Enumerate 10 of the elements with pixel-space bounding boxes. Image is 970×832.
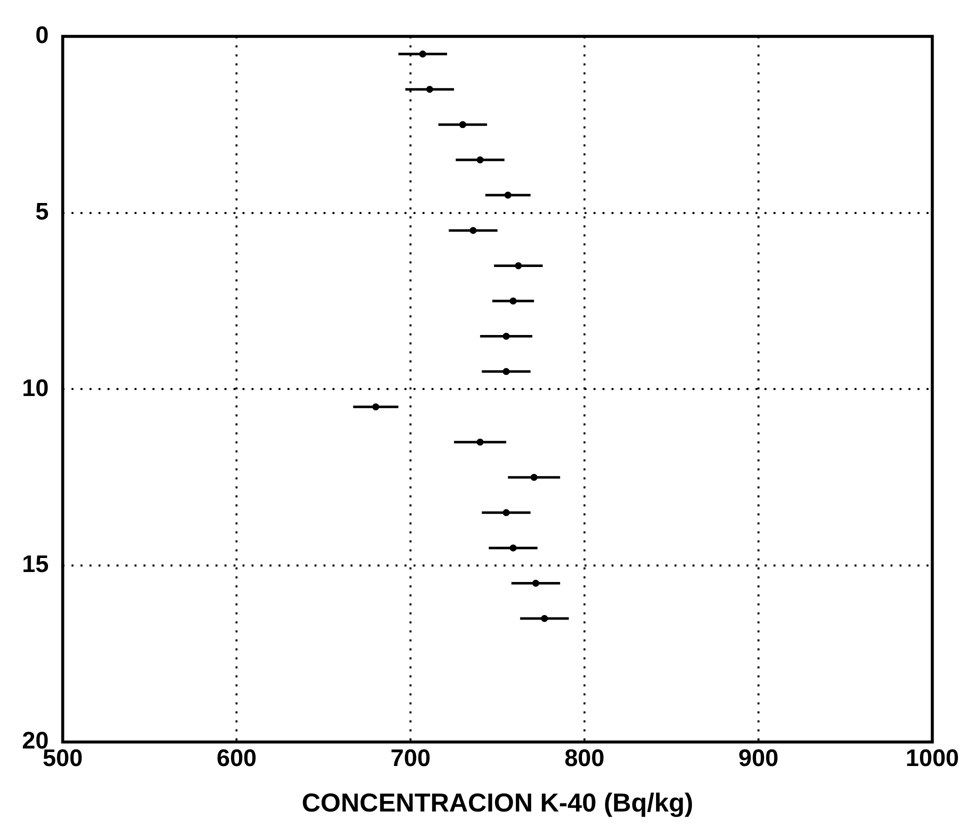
x-tick-label: 1000 <box>906 745 959 772</box>
x-tick-label: 700 <box>390 745 431 772</box>
y-tick-label: 5 <box>35 198 49 226</box>
y-tick-label: 0 <box>35 22 49 50</box>
x-tick-label: 900 <box>738 745 778 772</box>
x-tick-label: 600 <box>216 745 257 772</box>
y-tick-label: 15 <box>22 551 49 578</box>
y-tick-label: 10 <box>22 374 49 402</box>
x-axis-title: CONCENTRACION K-40 (Bq/kg) <box>302 788 694 818</box>
x-tick-label: 800 <box>564 745 604 772</box>
